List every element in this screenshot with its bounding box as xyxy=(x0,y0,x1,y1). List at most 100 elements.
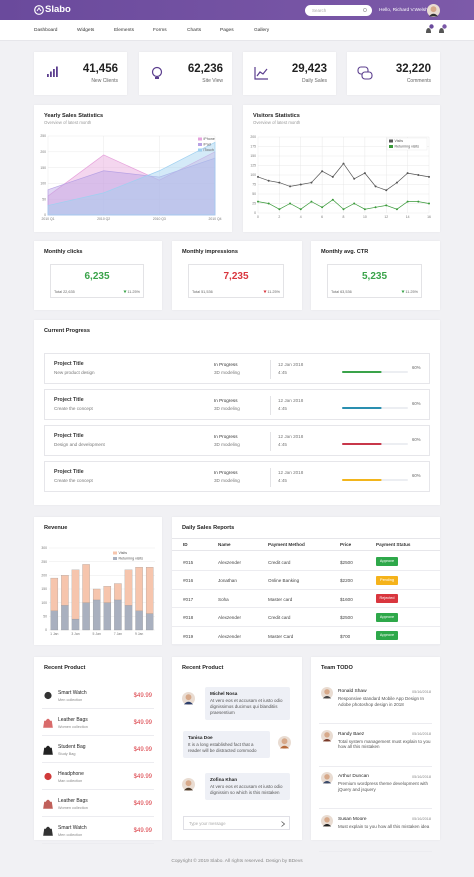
nav-item[interactable]: Elements xyxy=(114,28,134,33)
chart: 0 50 100 150 200 250 2010 Q1 2010 Q2 2010 Q3 2010… xyxy=(40,134,221,221)
send-button[interactable] xyxy=(280,820,286,827)
product-shape xyxy=(43,826,53,836)
point xyxy=(257,175,259,178)
todo-name: Arthur Duncan xyxy=(338,774,369,779)
metric-box: 6,235 Total 22,635 11.25% xyxy=(50,264,144,298)
status-badge: Approve xyxy=(376,631,398,640)
progress-bar xyxy=(342,371,408,373)
card-title: Monthly impressions xyxy=(182,249,238,255)
table-header: ID xyxy=(183,542,188,547)
project-title: Project Title xyxy=(54,361,84,367)
icon-bar xyxy=(56,66,58,77)
avatar-body xyxy=(279,745,290,749)
nav-item[interactable]: Charts xyxy=(187,28,202,33)
divider xyxy=(270,396,271,415)
progress-label: 60% xyxy=(412,401,421,406)
change-arrow xyxy=(401,290,405,294)
search-box[interactable]: Search xyxy=(305,5,372,16)
y-tick-label: 250 xyxy=(40,134,46,138)
point xyxy=(374,185,377,188)
icon-bulb xyxy=(151,66,163,78)
icon-bar xyxy=(50,71,52,77)
product-category: Men collection xyxy=(58,698,83,702)
y-tick-label: 125 xyxy=(250,164,256,168)
logo-mark xyxy=(36,7,42,12)
nav-item[interactable]: Pages xyxy=(220,28,234,33)
product-name: Headphone xyxy=(58,771,84,777)
chat-card: Recent Product Michel Nosa At vero eos et … xyxy=(172,657,302,840)
chat-placeholder: Type your message xyxy=(189,820,226,826)
y-tick-label: 300 xyxy=(41,546,47,550)
avatar-body xyxy=(322,823,332,826)
y-tick-label: 150 xyxy=(250,154,256,158)
area xyxy=(47,141,216,216)
project-time: 4:45 xyxy=(278,406,287,411)
chart: 0 25 50 75 100 125 150 175 200 0 2 4 6 8 10 12 14 16 Visit… xyxy=(250,135,431,219)
stat-value: 41,456 xyxy=(82,63,118,75)
avatar xyxy=(321,687,333,699)
x-tick-label: 2010 Q2 xyxy=(97,217,110,221)
card-title: Team TODO xyxy=(321,665,353,671)
chat-bubble: Michel Nosa At vero eos et accusam et ius… xyxy=(205,687,290,720)
project-title: Project Title xyxy=(54,433,84,439)
bar-segment xyxy=(50,610,59,631)
stat-icon xyxy=(47,66,58,77)
chart-card: Revenue 0 50 100 150 200 250 300 1 Jan 3 Jan 5 Jan… xyxy=(34,517,162,645)
card-title: Current Progress xyxy=(44,328,91,334)
table-cell: Credit card xyxy=(268,615,291,620)
status-badge: Pending xyxy=(376,575,398,585)
row-divider xyxy=(42,789,154,790)
metric-total: Total 63,536 xyxy=(331,290,352,294)
stat-card: 62,236 Site View xyxy=(139,52,232,95)
project-subtitle: New product design xyxy=(54,370,95,375)
point xyxy=(406,172,409,175)
stat-label: New Clients xyxy=(91,78,118,84)
brand: Slabo xyxy=(45,3,71,15)
chart: 0 50 100 150 200 250 300 1 Jan 3 Jan 5 Jan 7 Jan 9 … xyxy=(41,546,155,636)
legend-swatch xyxy=(389,139,393,143)
monthly-card: Monthly clicks 6,235 Total 22,635 11.25% xyxy=(34,241,162,310)
row-divider xyxy=(42,816,154,817)
table-cell: $2200 xyxy=(340,578,353,583)
stat-label: Site View xyxy=(202,78,223,84)
bell xyxy=(439,28,444,33)
legend-swatch xyxy=(113,557,117,560)
table-cell: Alexzender xyxy=(218,559,241,565)
bar-segment xyxy=(103,586,112,603)
row-divider xyxy=(42,843,154,844)
point xyxy=(406,200,409,203)
bar-segment xyxy=(124,605,133,631)
icon-axis xyxy=(254,67,268,80)
status-badge: Approve xyxy=(376,612,398,622)
x-tick-label: 7 Jan xyxy=(114,632,122,636)
progress-row: Project Title Create the concept In Progre… xyxy=(44,389,430,420)
nav-item[interactable]: Forms xyxy=(153,28,167,33)
project-task: 3D modeling xyxy=(214,478,240,483)
nav-item[interactable]: Widgets xyxy=(77,28,95,33)
notification-icon[interactable] xyxy=(424,24,434,36)
user-greeting[interactable]: Hello, Richard V.Welsh ! xyxy=(379,7,431,13)
bar-segment xyxy=(145,613,154,631)
point xyxy=(331,198,334,201)
project-subtitle: Create the concept xyxy=(54,406,93,411)
divider xyxy=(270,360,271,379)
bar-segment xyxy=(71,618,80,631)
project-subtitle: Create the concept xyxy=(54,478,93,483)
product-category: Study Bag xyxy=(58,752,76,756)
bar-segment xyxy=(82,602,90,631)
y-tick-label: 100 xyxy=(40,182,46,186)
chat-input[interactable]: Type your message xyxy=(183,816,290,830)
nav-item[interactable]: Gallery xyxy=(254,28,270,33)
point xyxy=(417,174,420,176)
notification-icon[interactable] xyxy=(437,24,447,36)
table-header-bg xyxy=(172,538,440,551)
metric-change: 11.25% xyxy=(127,290,140,294)
legend-label: iTouch xyxy=(204,148,214,152)
project-status: In Progress xyxy=(214,434,238,439)
x-tick-label: 2010 Q1 xyxy=(41,217,54,221)
nav-item[interactable]: Dashboard xyxy=(34,28,58,33)
badge xyxy=(429,24,434,29)
avatar xyxy=(321,814,333,827)
x-tick-label: 14 xyxy=(406,215,410,219)
